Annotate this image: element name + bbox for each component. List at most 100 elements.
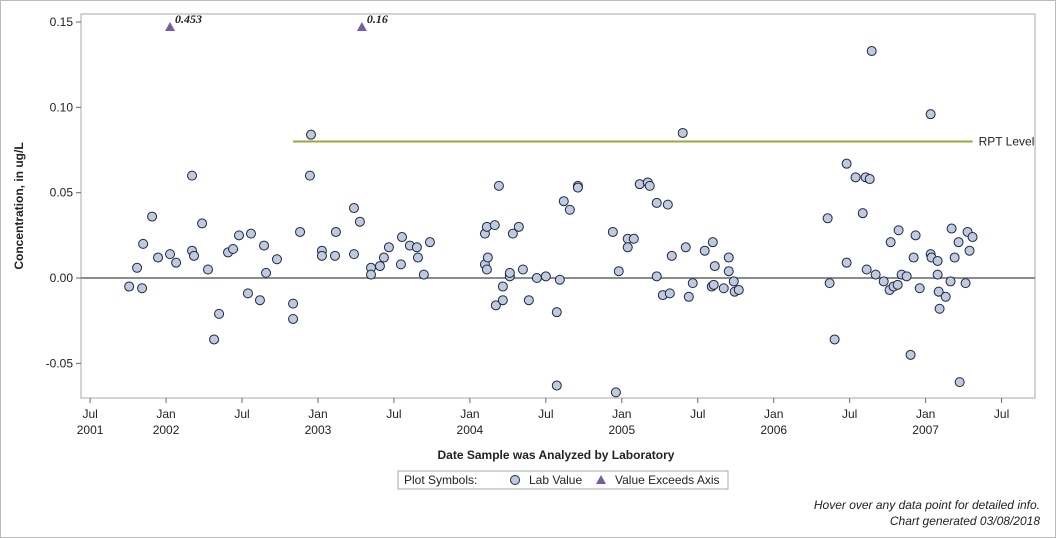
data-point[interactable] (197, 218, 208, 229)
data-point[interactable] (497, 281, 508, 292)
data-point[interactable] (651, 197, 662, 208)
data-point[interactable] (613, 266, 624, 277)
data-point[interactable] (132, 262, 143, 273)
data-point[interactable] (288, 298, 299, 309)
data-point[interactable] (861, 264, 872, 275)
data-point[interactable] (878, 276, 889, 287)
data-point[interactable] (354, 216, 365, 227)
data-point[interactable] (295, 226, 306, 237)
exceed-marker[interactable] (165, 22, 176, 31)
data-point[interactable] (551, 380, 562, 391)
data-point[interactable] (424, 237, 435, 248)
data-point[interactable] (138, 238, 149, 249)
data-point[interactable] (728, 276, 739, 287)
data-point[interactable] (137, 283, 148, 294)
data-point[interactable] (554, 274, 565, 285)
data-point[interactable] (254, 295, 265, 306)
data-point[interactable] (348, 203, 359, 214)
data-point[interactable] (723, 266, 734, 277)
data-point[interactable] (189, 250, 200, 261)
data-point[interactable] (288, 313, 299, 324)
data-point[interactable] (949, 252, 960, 263)
data-point[interactable] (378, 252, 389, 263)
data-point[interactable] (664, 288, 675, 299)
data-point[interactable] (187, 170, 198, 181)
data-point[interactable] (850, 172, 861, 183)
data-point[interactable] (960, 278, 971, 289)
data-point[interactable] (699, 245, 710, 256)
data-point[interactable] (558, 196, 569, 207)
data-point[interactable] (411, 242, 422, 253)
data-point[interactable] (932, 269, 943, 280)
data-point[interactable] (259, 240, 270, 251)
data-point[interactable] (893, 225, 904, 236)
data-point[interactable] (662, 199, 673, 210)
exceed-marker[interactable] (356, 22, 367, 31)
data-point[interactable] (841, 158, 852, 169)
data-point[interactable] (171, 257, 182, 268)
data-point[interactable] (687, 278, 698, 289)
data-point[interactable] (622, 242, 633, 253)
data-point[interactable] (634, 179, 645, 190)
data-point[interactable] (822, 213, 833, 224)
data-point[interactable] (418, 269, 429, 280)
data-point[interactable] (261, 267, 272, 278)
data-point[interactable] (829, 334, 840, 345)
data-point[interactable] (383, 242, 394, 253)
data-point[interactable] (330, 226, 341, 237)
data-point[interactable] (683, 291, 694, 302)
data-point[interactable] (892, 279, 903, 290)
data-point[interactable] (305, 129, 316, 140)
data-point[interactable] (945, 276, 956, 287)
data-point[interactable] (841, 257, 852, 268)
data-point[interactable] (940, 291, 951, 302)
data-point[interactable] (905, 349, 916, 360)
data-point[interactable] (610, 387, 621, 398)
data-point[interactable] (564, 204, 575, 215)
data-point[interactable] (908, 252, 919, 263)
data-point[interactable] (628, 233, 639, 244)
data-point[interactable] (497, 295, 508, 306)
data-point[interactable] (245, 228, 256, 239)
data-point[interactable] (395, 259, 406, 270)
data-point[interactable] (677, 127, 688, 138)
data-point[interactable] (517, 264, 528, 275)
data-point[interactable] (723, 252, 734, 263)
data-point[interactable] (718, 283, 729, 294)
data-point[interactable] (607, 226, 618, 237)
data-point[interactable] (147, 211, 158, 222)
data-point[interactable] (932, 255, 943, 266)
data-point[interactable] (233, 230, 244, 241)
data-point[interactable] (271, 254, 282, 265)
data-point[interactable] (666, 250, 677, 261)
data-point[interactable] (304, 170, 315, 181)
data-point[interactable] (507, 228, 518, 239)
data-point[interactable] (910, 230, 921, 241)
data-point[interactable] (165, 249, 176, 260)
data-point[interactable] (214, 308, 225, 319)
data-point[interactable] (124, 281, 135, 292)
data-point[interactable] (857, 208, 868, 219)
data-point[interactable] (644, 180, 655, 191)
data-point[interactable] (490, 300, 501, 311)
data-point[interactable] (365, 269, 376, 280)
data-point[interactable] (914, 283, 925, 294)
data-point[interactable] (964, 245, 975, 256)
data-point[interactable] (870, 269, 881, 280)
data-point[interactable] (209, 334, 220, 345)
data-point[interactable] (651, 271, 662, 282)
data-point[interactable] (513, 221, 524, 232)
data-point[interactable] (680, 242, 691, 253)
data-point[interactable] (504, 267, 515, 278)
data-point[interactable] (540, 271, 551, 282)
data-point[interactable] (925, 109, 936, 120)
data-point[interactable] (824, 278, 835, 289)
data-point[interactable] (396, 232, 407, 243)
data-point[interactable] (228, 244, 239, 255)
data-point[interactable] (489, 220, 500, 231)
data-point[interactable] (885, 237, 896, 248)
data-point[interactable] (374, 261, 385, 272)
data-point[interactable] (493, 180, 504, 191)
data-point[interactable] (709, 261, 720, 272)
data-point[interactable] (481, 264, 492, 275)
